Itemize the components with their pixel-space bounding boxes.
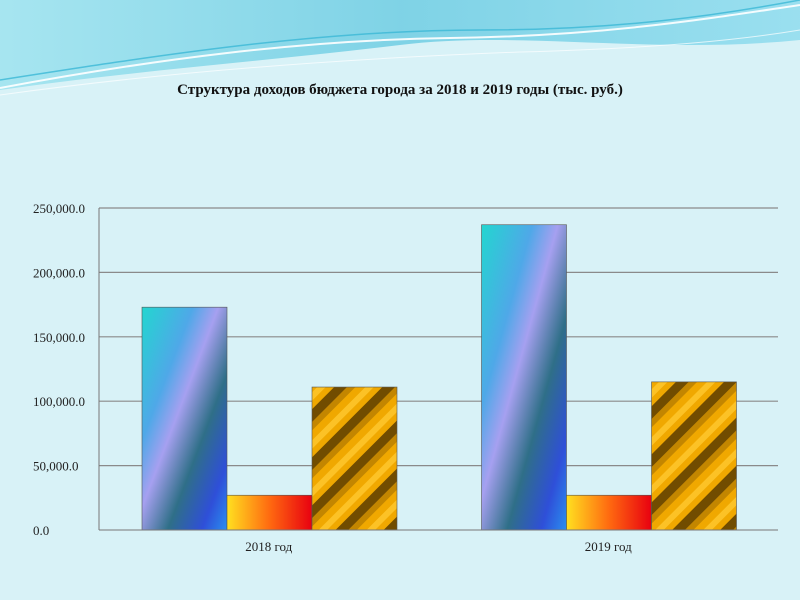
bar-2-series-1 (481, 224, 567, 531)
bars (141, 224, 737, 531)
y-tick-label: 0.0 (33, 523, 49, 538)
x-category-label: 2018 год (245, 539, 292, 554)
y-tick-label: 150,000.0 (33, 330, 85, 345)
header-wave-decoration (0, 0, 800, 96)
bar-1-series-3 (311, 386, 398, 531)
x-category-label: 2019 год (585, 539, 632, 554)
x-axis-categories: 2018 год 2019 год (245, 539, 632, 554)
bar-1-series-1 (141, 306, 228, 531)
y-tick-label: 200,000.0 (33, 265, 85, 280)
y-axis-ticks: 0.0 50,000.0 100,000.0 150,000.0 200,000.0 25… (33, 201, 85, 538)
bar-2-series-3 (651, 381, 737, 531)
y-tick-label: 250,000.0 (33, 201, 85, 216)
bar-1-series-2 (226, 494, 313, 531)
bar-2-series-2 (566, 494, 652, 531)
y-tick-label: 100,000.0 (33, 394, 85, 409)
y-tick-label: 50,000.0 (33, 459, 79, 474)
chart-title: Структура доходов бюджета города за 2018… (177, 82, 623, 98)
